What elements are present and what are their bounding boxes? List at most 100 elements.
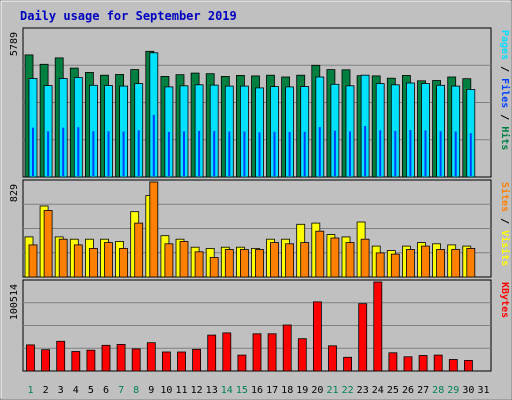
day-label-9: 9 — [148, 385, 154, 396]
bar-kbytes-day-14 — [222, 332, 232, 372]
day-label-23: 23 — [357, 385, 369, 396]
bar-sites-day-4 — [73, 244, 83, 278]
bar-sites-day-19 — [300, 242, 310, 278]
legend-separator: / — [499, 212, 510, 230]
bar-kbytes-day-4 — [71, 351, 81, 372]
bar-files-day-9 — [149, 52, 159, 178]
panel-legend: Pages / Files / Hits — [499, 30, 511, 150]
bar-kbytes-day-7 — [116, 343, 126, 372]
bar-kbytes-day-13 — [207, 334, 217, 372]
day-label-14: 14 — [221, 385, 233, 396]
bar-sites-day-11 — [179, 241, 189, 278]
bar-sites-day-7 — [119, 247, 128, 278]
bar-sites-day-26 — [405, 249, 415, 278]
legend-files: Files — [499, 78, 511, 108]
bar-kbytes-day-3 — [56, 340, 66, 372]
day-label-22: 22 — [342, 385, 354, 396]
day-label-31: 31 — [477, 385, 489, 396]
legend-kbytes: KBytes — [499, 282, 510, 318]
day-label-26: 26 — [402, 385, 414, 396]
bar-sites-day-5 — [89, 247, 98, 278]
x-axis-day-labels: 1 2 3 4 5 6 7 8 9 10 11 12 13 14 15 16 17 18 19 20 21 22 23 24 2… — [27, 385, 489, 396]
day-label-12: 12 — [191, 385, 203, 396]
day-label-16: 16 — [251, 385, 263, 396]
bar-files-day-28 — [436, 84, 446, 178]
bar-sites-day-8 — [134, 222, 144, 278]
bar-kbytes-day-2 — [41, 349, 50, 372]
day-label-20: 20 — [311, 385, 323, 396]
bar-sites-day-29 — [451, 249, 461, 278]
bar-sites-day-21 — [330, 237, 340, 278]
bar-kbytes-day-29 — [448, 359, 458, 372]
day-label-3: 3 — [58, 385, 64, 396]
bar-kbytes-day-23 — [358, 303, 368, 372]
legend-separator: / — [499, 60, 510, 78]
bar-kbytes-day-5 — [86, 349, 96, 372]
day-label-29: 29 — [447, 385, 459, 396]
day-label-11: 11 — [175, 385, 187, 396]
bar-kbytes-day-15 — [237, 354, 247, 372]
bar-kbytes-day-28 — [433, 354, 443, 372]
day-label-30: 30 — [462, 385, 474, 396]
bar-sites-day-10 — [164, 243, 174, 278]
bar-sites-day-15 — [239, 249, 249, 278]
day-label-13: 13 — [206, 385, 218, 396]
day-label-24: 24 — [372, 385, 384, 396]
legend-pages: Pages — [499, 30, 510, 60]
bar-kbytes-day-10 — [161, 351, 171, 372]
panel-max-label: 100514 — [9, 284, 20, 320]
bar-sites-day-16 — [255, 249, 264, 278]
bar-sites-day-14 — [224, 249, 234, 278]
bar-kbytes-day-12 — [192, 348, 202, 372]
legend-sites: Sites — [499, 182, 511, 212]
bar-kbytes-day-19 — [297, 338, 307, 372]
legend-visits: Visits — [499, 230, 511, 266]
day-label-28: 28 — [432, 385, 444, 396]
bar-sites-day-25 — [390, 253, 400, 278]
legend-hits: Hits — [499, 126, 511, 150]
panel-legend: Sites / Visits — [499, 182, 511, 266]
panel-hits-files-pages: 5789 Pages / Files / Hits — [9, 27, 511, 178]
bar-sites-day-17 — [270, 242, 279, 278]
bar-kbytes-day-20 — [312, 301, 322, 372]
bar-kbytes-day-26 — [403, 356, 413, 372]
bar-sites-day-28 — [436, 249, 446, 278]
bar-kbytes-day-6 — [101, 344, 111, 372]
bar-sites-day-9 — [149, 181, 159, 278]
day-label-8: 8 — [133, 385, 139, 396]
bar-files-day-21 — [330, 83, 340, 178]
day-label-5: 5 — [88, 385, 94, 396]
panel-max-label: 829 — [9, 184, 20, 202]
bar-kbytes-day-24 — [373, 281, 383, 372]
day-label-17: 17 — [266, 385, 278, 396]
bar-sites-day-12 — [194, 251, 204, 278]
bar-sites-day-13 — [209, 257, 219, 278]
bar-sites-day-24 — [375, 252, 385, 278]
bar-kbytes-day-16 — [252, 333, 262, 372]
bar-kbytes-day-11 — [177, 351, 186, 372]
bar-sites-day-23 — [360, 238, 370, 278]
bar-sites-day-6 — [104, 242, 113, 278]
panel-max-label: 5789 — [9, 32, 20, 56]
panel-visits-sites: 829 Sites / Visits — [9, 179, 511, 278]
day-label-2: 2 — [43, 385, 49, 396]
day-label-7: 7 — [118, 385, 124, 396]
bar-kbytes-day-30 — [463, 359, 473, 372]
bar-files-day-5 — [89, 84, 98, 178]
day-label-18: 18 — [281, 385, 293, 396]
bar-kbytes-day-21 — [328, 345, 337, 372]
bar-sites-day-27 — [421, 245, 430, 278]
bar-kbytes-day-17 — [267, 333, 277, 372]
bar-kbytes-day-27 — [418, 355, 428, 372]
legend-separator: / — [499, 108, 510, 126]
day-label-19: 19 — [296, 385, 308, 396]
panel-legend: KBytes — [499, 282, 510, 318]
bar-kbytes-day-18 — [282, 324, 292, 372]
chart-panels: 5789 Pages / Files / Hits 829 Sites / Visit… — [9, 27, 511, 372]
day-label-21: 21 — [326, 385, 338, 396]
bar-sites-day-18 — [285, 243, 295, 278]
day-label-4: 4 — [73, 385, 79, 396]
day-label-27: 27 — [417, 385, 429, 396]
bar-sites-day-3 — [58, 238, 68, 278]
